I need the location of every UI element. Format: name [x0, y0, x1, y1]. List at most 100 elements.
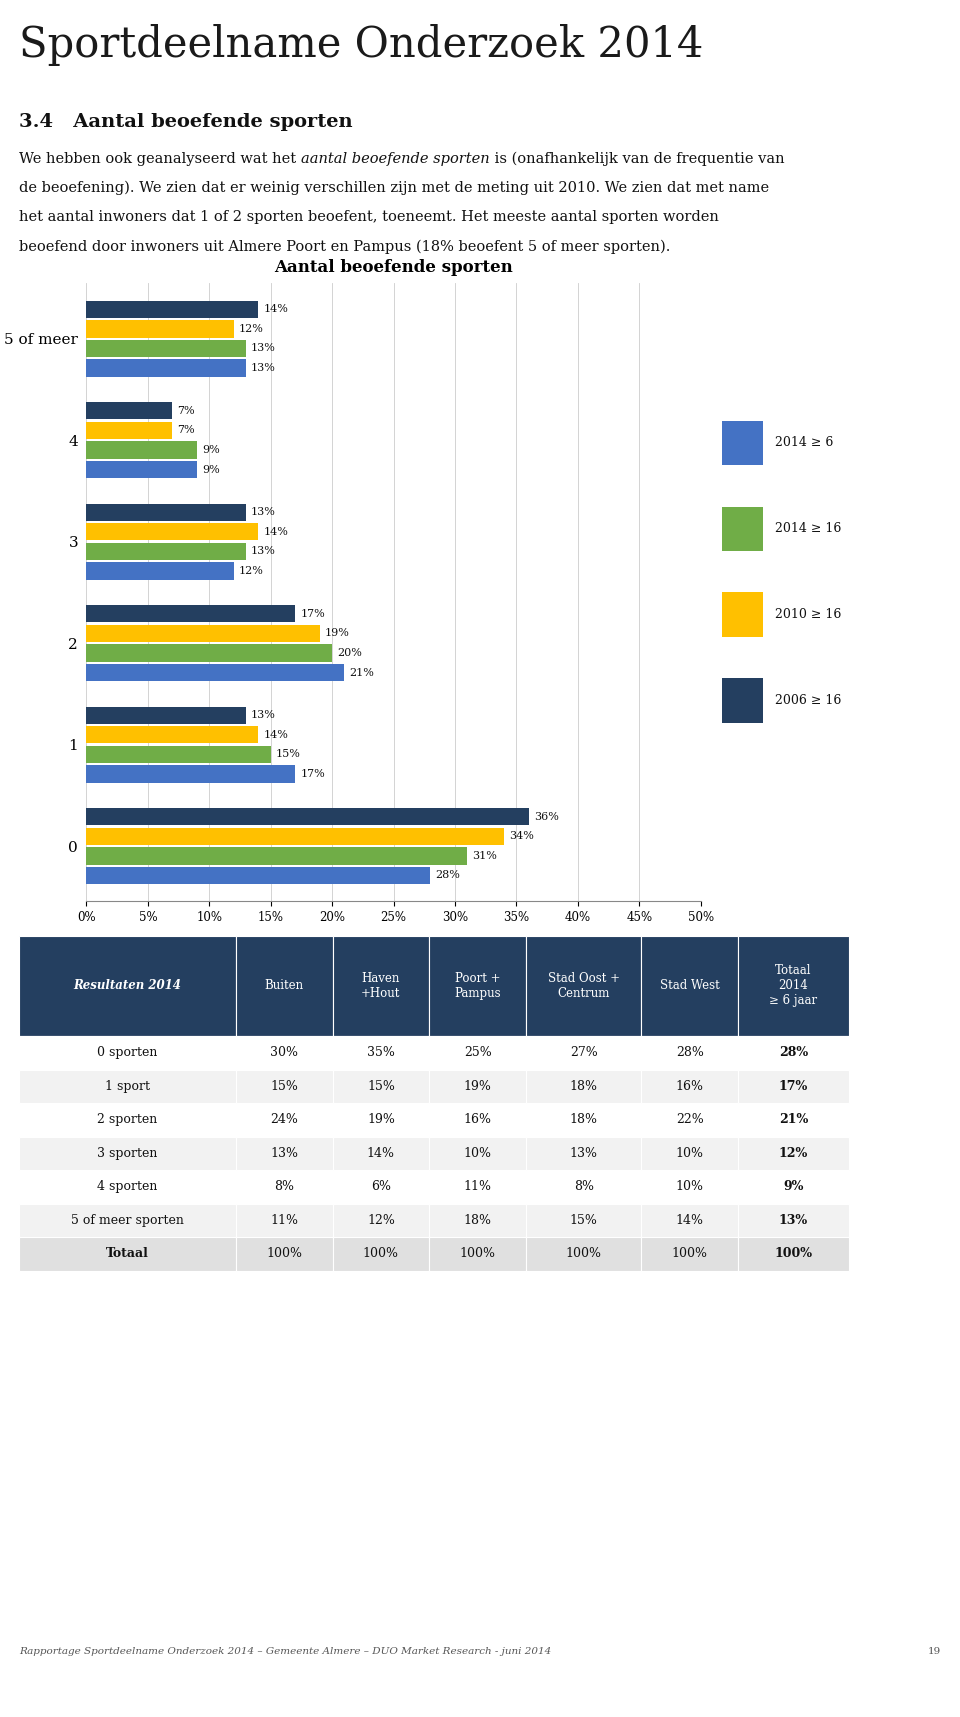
Text: 13%: 13% — [270, 1147, 299, 1161]
Bar — [86, 604, 296, 622]
Text: Haven
+Hout: Haven +Hout — [361, 972, 400, 999]
Bar — [19, 1137, 236, 1171]
Bar — [19, 1070, 236, 1104]
Bar — [86, 524, 258, 541]
Bar — [332, 936, 429, 1037]
Text: 17%: 17% — [779, 1080, 808, 1094]
Text: 100%: 100% — [775, 1247, 812, 1260]
Bar — [86, 543, 246, 560]
Text: 24%: 24% — [270, 1113, 299, 1126]
Text: 12%: 12% — [367, 1214, 395, 1228]
Bar — [332, 1236, 429, 1271]
Text: 28%: 28% — [436, 871, 460, 881]
Text: 19%: 19% — [464, 1080, 492, 1094]
Bar — [526, 1204, 641, 1236]
Bar — [86, 809, 529, 826]
Bar — [526, 1137, 641, 1171]
Bar — [526, 936, 641, 1037]
Bar — [19, 936, 236, 1037]
Bar — [722, 507, 763, 551]
Bar — [429, 1236, 526, 1271]
Text: 13%: 13% — [569, 1147, 598, 1161]
Text: 19: 19 — [927, 1647, 941, 1655]
Bar — [86, 745, 271, 762]
Bar — [722, 678, 763, 723]
Text: 21%: 21% — [779, 1113, 808, 1126]
Bar — [236, 1171, 332, 1204]
Text: 14%: 14% — [676, 1214, 704, 1228]
Text: aantal beoefende sporten: aantal beoefende sporten — [300, 151, 490, 167]
Text: 15%: 15% — [569, 1214, 598, 1228]
Text: 17%: 17% — [300, 610, 325, 618]
Bar — [429, 936, 526, 1037]
Text: 13%: 13% — [252, 546, 276, 556]
Bar — [86, 319, 234, 338]
Text: 100%: 100% — [460, 1247, 495, 1260]
Text: 8%: 8% — [574, 1180, 593, 1193]
Bar — [722, 421, 763, 465]
Text: We hebben ook geanalyseerd wat het: We hebben ook geanalyseerd wat het — [19, 151, 300, 167]
Bar — [86, 766, 296, 783]
Bar — [86, 359, 246, 376]
Text: 7%: 7% — [178, 426, 195, 436]
Text: 15%: 15% — [367, 1080, 395, 1094]
Bar — [429, 1137, 526, 1171]
Bar — [236, 1204, 332, 1236]
Text: 21%: 21% — [349, 668, 374, 678]
Text: Sportdeelname Onderzoek 2014: Sportdeelname Onderzoek 2014 — [19, 24, 704, 65]
Text: 10%: 10% — [676, 1147, 704, 1161]
Bar — [332, 1204, 429, 1236]
Bar — [86, 422, 173, 440]
Text: 100%: 100% — [266, 1247, 302, 1260]
Bar — [526, 1104, 641, 1137]
Text: 7%: 7% — [178, 405, 195, 416]
Bar — [641, 1171, 738, 1204]
Bar — [86, 867, 430, 884]
Bar — [19, 1171, 236, 1204]
Bar — [332, 1070, 429, 1104]
Bar — [236, 1104, 332, 1137]
Text: 14%: 14% — [263, 730, 288, 740]
Text: 15%: 15% — [270, 1080, 299, 1094]
Bar — [236, 936, 332, 1037]
Bar — [236, 1037, 332, 1070]
Text: 13%: 13% — [252, 711, 276, 719]
Bar — [332, 1104, 429, 1137]
Title: Aantal beoefende sporten: Aantal beoefende sporten — [275, 259, 513, 276]
Bar — [641, 1204, 738, 1236]
Text: Poort +
Pampus: Poort + Pampus — [454, 972, 501, 999]
Text: 13%: 13% — [252, 362, 276, 373]
Text: 14%: 14% — [263, 304, 288, 314]
Text: Resultaten 2014: Resultaten 2014 — [74, 979, 181, 992]
Text: 0 sporten: 0 sporten — [97, 1046, 157, 1059]
Bar — [641, 1104, 738, 1137]
Bar — [86, 563, 234, 580]
Text: 20%: 20% — [337, 647, 362, 658]
Text: Rapportage Sportdeelname Onderzoek 2014 – Gemeente Almere – DUO Market Research : Rapportage Sportdeelname Onderzoek 2014 … — [19, 1647, 551, 1655]
Text: 18%: 18% — [569, 1113, 598, 1126]
Text: 2 sporten: 2 sporten — [97, 1113, 157, 1126]
Bar — [641, 1037, 738, 1070]
Text: 12%: 12% — [239, 567, 264, 575]
Text: beoefend door inwoners uit Almere Poort en Pampus (18% beoefent 5 of meer sporte: beoefend door inwoners uit Almere Poort … — [19, 239, 671, 254]
Bar — [526, 1070, 641, 1104]
Text: 12%: 12% — [779, 1147, 808, 1161]
Text: het aantal inwoners dat 1 of 2 sporten beoefent, toeneemt. Het meeste aantal spo: het aantal inwoners dat 1 of 2 sporten b… — [19, 209, 719, 225]
Text: 17%: 17% — [300, 769, 325, 780]
Text: 3 sporten: 3 sporten — [97, 1147, 157, 1161]
Bar — [86, 664, 345, 682]
Bar — [86, 300, 258, 318]
Text: 2010 ≥ 16: 2010 ≥ 16 — [775, 608, 841, 622]
Bar — [526, 1171, 641, 1204]
Text: 35%: 35% — [367, 1046, 395, 1059]
Bar — [86, 706, 246, 725]
Text: DUO: DUO — [813, 19, 881, 48]
Text: Stad Oost +
Centrum: Stad Oost + Centrum — [547, 972, 620, 999]
Text: 27%: 27% — [570, 1046, 597, 1059]
Text: 100%: 100% — [565, 1247, 602, 1260]
Bar — [19, 1037, 236, 1070]
Bar — [236, 1137, 332, 1171]
Bar — [429, 1204, 526, 1236]
Text: is (onafhankelijk van de frequentie van: is (onafhankelijk van de frequentie van — [490, 151, 784, 167]
Text: 2014 ≥ 16: 2014 ≥ 16 — [775, 522, 841, 536]
